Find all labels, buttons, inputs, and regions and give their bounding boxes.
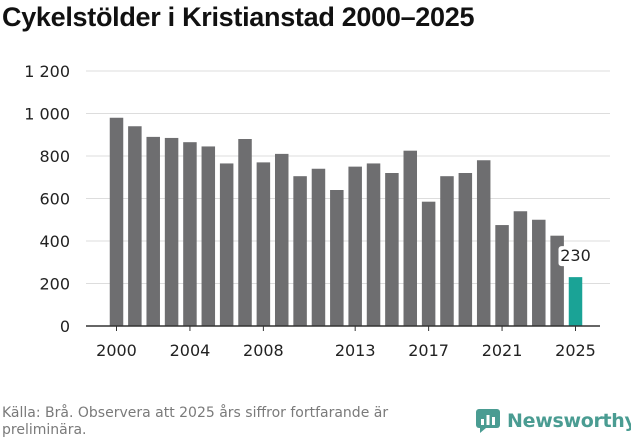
x-tick-label: 2025 — [555, 341, 596, 360]
x-tick-label: 2008 — [243, 341, 284, 360]
brand-logo: Newsworthy — [475, 408, 631, 434]
bar-2022 — [513, 211, 528, 326]
x-tick-label: 2017 — [408, 341, 449, 360]
bar-2009 — [274, 153, 289, 327]
bar-2002 — [146, 136, 160, 327]
data-label-2025: 230 — [560, 246, 591, 265]
bar-2025 — [568, 277, 583, 327]
newsworthy-logo-icon — [476, 409, 500, 433]
bar-2020 — [476, 160, 491, 326]
bar-2018 — [440, 176, 454, 326]
bar-2005 — [201, 146, 216, 326]
bar-2007 — [238, 139, 252, 326]
bar-2016 — [403, 150, 418, 326]
y-tick-label: 1 200 — [24, 62, 70, 81]
bar-2012 — [330, 190, 344, 326]
x-tick-label: 2000 — [96, 341, 137, 360]
bar-2006 — [219, 163, 234, 326]
bar-2011 — [311, 168, 326, 326]
brand-name: Newsworthy — [507, 410, 631, 432]
bar-2003 — [164, 137, 179, 326]
y-tick-label: 400 — [39, 232, 70, 251]
y-tick-label: 0 — [60, 317, 70, 336]
bar-2014 — [366, 163, 381, 326]
y-tick-label: 200 — [39, 275, 70, 294]
bar-2021 — [495, 225, 509, 326]
data-label-background — [558, 246, 593, 267]
x-tick-label: 2013 — [335, 341, 376, 360]
bar-chart: 0 200 400 600 800 1 000 1 200 2000 2004 2008 2013 2… — [24, 62, 610, 360]
bar-2013 — [348, 166, 362, 327]
bar-2010 — [293, 176, 307, 326]
bar-2015 — [385, 173, 399, 326]
x-tick-label: 2021 — [482, 341, 523, 360]
bar-2001 — [128, 126, 142, 326]
chart-title: Cykelstölder i Kristianstad 2000–2025 — [2, 2, 475, 32]
bar-2023 — [532, 219, 546, 326]
y-tick-label: 600 — [39, 190, 70, 209]
bar-2019 — [458, 173, 473, 326]
bar-2000 — [109, 117, 124, 326]
bar-2008 — [256, 162, 271, 327]
bar-2017 — [421, 201, 436, 326]
source-note: Källa: Brå. Observera att 2025 års siffr… — [2, 405, 389, 438]
bar-2004 — [183, 142, 197, 326]
y-tick-label: 1 000 — [24, 105, 70, 124]
y-tick-label: 800 — [39, 147, 70, 166]
x-tick-label: 2004 — [170, 341, 211, 360]
